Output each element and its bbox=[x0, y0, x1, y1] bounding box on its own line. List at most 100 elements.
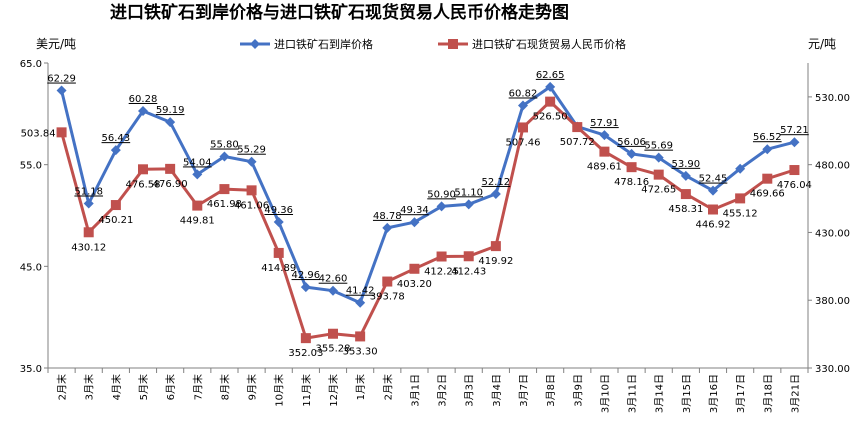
data-point bbox=[599, 146, 610, 157]
x-tick-label: 8月末 bbox=[218, 374, 231, 400]
data-label: 507.72 bbox=[560, 137, 595, 148]
data-label: 446.92 bbox=[696, 220, 731, 231]
data-label: 476.58 bbox=[126, 179, 161, 190]
data-point bbox=[138, 105, 148, 116]
data-point bbox=[192, 200, 203, 211]
data-label: 56.06 bbox=[617, 137, 646, 148]
right-tick-label: 380.00 bbox=[815, 296, 850, 307]
x-tick-label: 3月10日 bbox=[599, 374, 611, 413]
data-point bbox=[626, 162, 637, 173]
x-tick-label: 2月末 bbox=[381, 374, 394, 400]
left-tick-label: 35.0 bbox=[20, 364, 42, 375]
data-point bbox=[246, 156, 257, 167]
data-point bbox=[273, 247, 284, 258]
data-point bbox=[680, 189, 691, 200]
data-point bbox=[762, 144, 773, 155]
data-label: 49.34 bbox=[400, 205, 429, 216]
data-point bbox=[328, 328, 338, 339]
data-label: 62.29 bbox=[47, 74, 76, 85]
data-point bbox=[192, 169, 203, 180]
data-label: 51.10 bbox=[454, 187, 483, 198]
x-tick-label: 3月9日 bbox=[572, 374, 584, 407]
x-tick-label: 3月7日 bbox=[518, 374, 530, 407]
chart-title: 进口铁矿石到岸价格与进口铁矿石现货贸易人民币价格走势图 bbox=[110, 2, 569, 23]
x-tick-label: 3月16日 bbox=[708, 374, 720, 413]
data-label: 419.92 bbox=[478, 256, 513, 267]
data-label: 57.21 bbox=[780, 125, 809, 136]
data-label: 478.16 bbox=[614, 177, 649, 188]
series-lines bbox=[60, 85, 795, 340]
data-point bbox=[463, 199, 474, 210]
data-label: 56.43 bbox=[102, 133, 131, 144]
series-line-1 bbox=[60, 85, 795, 305]
x-tick-label: 7月末 bbox=[191, 374, 204, 400]
data-point bbox=[355, 297, 366, 308]
data-label: 60.82 bbox=[509, 88, 538, 99]
data-point bbox=[708, 204, 718, 215]
data-point bbox=[300, 282, 311, 293]
data-label: 55.29 bbox=[237, 145, 266, 156]
data-point bbox=[246, 185, 257, 196]
data-point bbox=[789, 137, 800, 148]
data-label: 48.78 bbox=[373, 211, 402, 222]
data-point bbox=[572, 122, 583, 133]
data-label: 476.04 bbox=[777, 180, 812, 191]
legend: 进口铁矿石到岸价格 进口铁矿石现货贸易人民币价格 bbox=[240, 37, 626, 51]
x-tick-label: 3月18日 bbox=[762, 374, 774, 413]
data-point bbox=[328, 285, 338, 296]
x-tick-label: 3月1日 bbox=[409, 374, 421, 407]
data-label: 62.65 bbox=[536, 70, 565, 81]
data-point bbox=[56, 85, 67, 96]
legend-marker-series-2 bbox=[448, 39, 458, 49]
data-label: 414.89 bbox=[261, 263, 296, 274]
data-point bbox=[463, 251, 474, 262]
x-tick-label: 6月末 bbox=[164, 374, 177, 400]
left-tick-label: 55.0 bbox=[20, 161, 42, 172]
data-point bbox=[436, 201, 447, 212]
data-point bbox=[789, 165, 800, 176]
data-label: 57.91 bbox=[590, 118, 619, 129]
left-axis-unit: 美元/吨 bbox=[36, 37, 76, 51]
data-label: 55.69 bbox=[644, 141, 673, 152]
x-tick-label: 12月末 bbox=[327, 374, 340, 407]
x-tick-label: 11月末 bbox=[300, 374, 313, 407]
data-point bbox=[165, 163, 176, 174]
data-point bbox=[56, 127, 67, 138]
data-point bbox=[680, 170, 691, 181]
series-line-2 bbox=[60, 100, 795, 340]
data-label: 450.21 bbox=[98, 215, 133, 226]
x-tick-label: 3月14日 bbox=[654, 374, 666, 413]
series-markers bbox=[56, 81, 800, 344]
data-label: 412.43 bbox=[451, 266, 486, 277]
data-label: 458.31 bbox=[668, 204, 703, 215]
data-label: 393.78 bbox=[370, 292, 405, 303]
data-label: 49.36 bbox=[264, 205, 293, 216]
data-label: 403.20 bbox=[397, 279, 432, 290]
legend-label-series-1: 进口铁矿石到岸价格 bbox=[274, 37, 373, 51]
x-tick-label: 3月8日 bbox=[545, 374, 557, 407]
data-label: 412.25 bbox=[424, 267, 459, 278]
x-tick-label: 10月末 bbox=[273, 374, 286, 407]
x-tick-label: 9月末 bbox=[246, 374, 259, 400]
legend-label-series-2: 进口铁矿石现货贸易人民币价格 bbox=[472, 37, 626, 51]
data-label: 51.18 bbox=[74, 187, 103, 198]
data-label: 455.12 bbox=[723, 208, 758, 219]
data-label: 54.04 bbox=[183, 157, 212, 168]
data-point bbox=[83, 227, 94, 238]
data-point bbox=[653, 152, 664, 163]
data-point bbox=[110, 145, 121, 156]
data-point bbox=[708, 185, 718, 196]
data-point bbox=[219, 184, 230, 195]
data-label: 355.28 bbox=[316, 344, 351, 355]
data-point bbox=[273, 217, 284, 228]
x-tick-label: 3月15日 bbox=[681, 374, 693, 413]
data-point bbox=[518, 122, 528, 133]
right-tick-label: 330.00 bbox=[815, 364, 850, 375]
data-label: 60.28 bbox=[129, 94, 158, 105]
data-label: 526.50 bbox=[533, 112, 568, 123]
data-point bbox=[382, 222, 393, 233]
x-tick-label: 1月末 bbox=[354, 374, 367, 400]
right-tick-label: 530.00 bbox=[815, 93, 850, 104]
data-point bbox=[83, 198, 94, 209]
